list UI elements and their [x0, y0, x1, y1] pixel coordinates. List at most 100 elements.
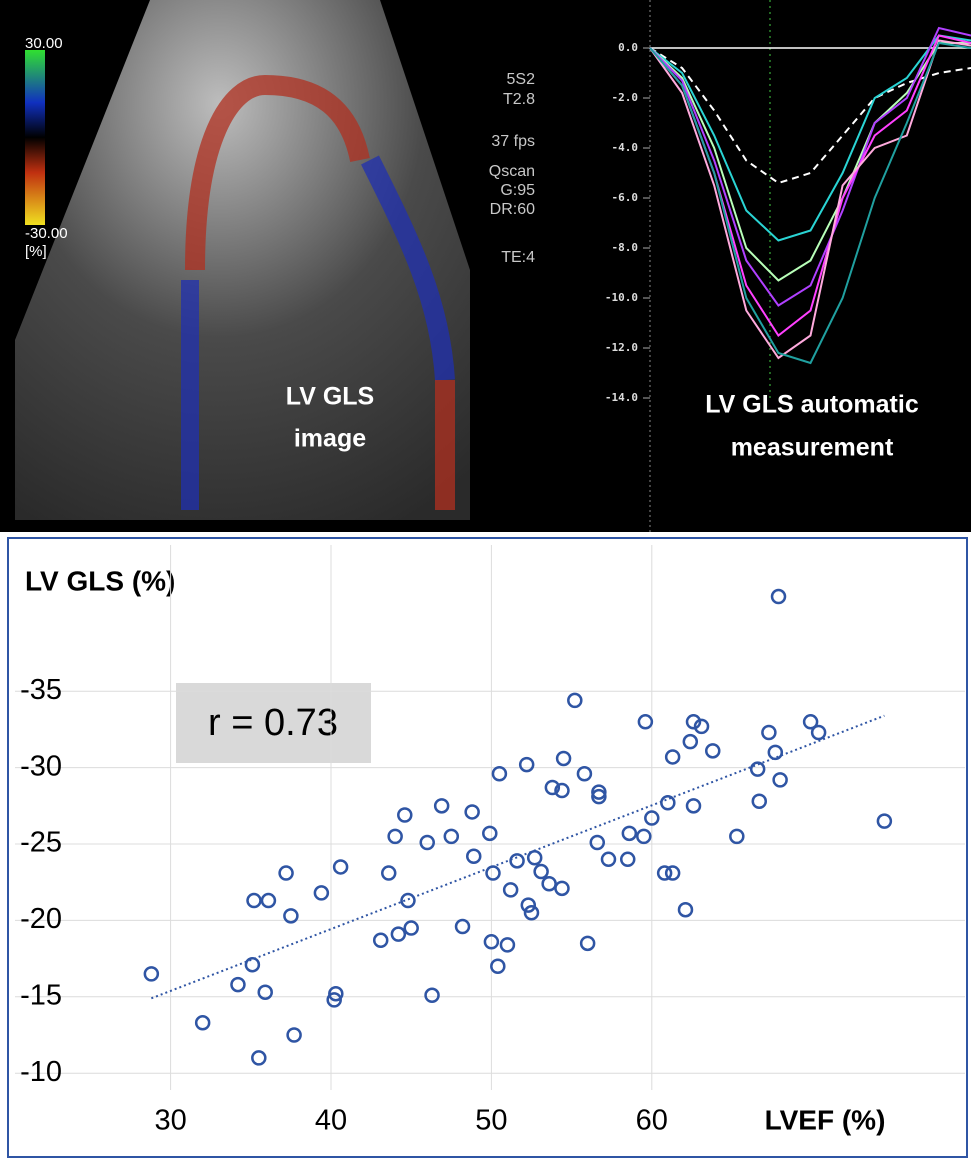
point: [490, 958, 506, 974]
point: [749, 761, 766, 777]
image-caption: LV GLS: [286, 383, 374, 411]
point: [520, 897, 537, 913]
strain-trace-blue: [361, 155, 455, 381]
point: [705, 743, 721, 759]
point: [502, 882, 519, 898]
y-tick-label: -4.0: [612, 141, 639, 154]
y-tick-label: -25: [20, 827, 62, 859]
point: [619, 851, 636, 868]
y-tick-label: -15: [20, 979, 62, 1011]
point: [591, 788, 607, 805]
strain-caption: LV GLS automatic: [705, 391, 919, 419]
strain-trace-red: [185, 74, 370, 271]
y-tick-label: -2.0: [612, 91, 639, 104]
point: [464, 804, 480, 820]
y-tick-label: -6.0: [612, 191, 639, 204]
point: [554, 782, 570, 799]
point: [567, 692, 583, 709]
point: [767, 744, 784, 761]
point: [810, 724, 827, 741]
point: [518, 756, 535, 773]
y-tick-label: -12.0: [605, 341, 638, 354]
point: [313, 885, 330, 901]
point: [257, 984, 273, 1000]
point: [499, 937, 516, 953]
point: [761, 724, 777, 741]
x-tick-label: 50: [475, 1105, 507, 1137]
point: [397, 807, 413, 823]
point: [555, 750, 572, 767]
scatter-frame: [7, 537, 968, 1158]
point: [283, 908, 299, 924]
point: [685, 798, 702, 814]
point: [246, 892, 262, 909]
point: [372, 932, 389, 949]
point: [328, 986, 344, 1002]
point: [194, 1015, 211, 1031]
point: [636, 828, 652, 845]
point: [751, 793, 768, 809]
point: [600, 851, 617, 868]
point: [380, 865, 397, 881]
x-axis-title: LVEF (%): [765, 1104, 886, 1135]
point: [143, 966, 160, 982]
point: [685, 714, 702, 730]
y-tick-label: -10.0: [605, 291, 638, 304]
point: [591, 784, 607, 800]
correlation: r = 0.73: [208, 702, 338, 744]
point: [251, 1050, 267, 1066]
point: [554, 880, 570, 897]
point: [541, 876, 557, 892]
point: [533, 863, 549, 880]
point: [483, 934, 500, 950]
x-tick-label: 30: [154, 1105, 186, 1137]
point: [772, 772, 788, 788]
point: [390, 926, 407, 942]
point: [802, 714, 819, 730]
point: [693, 718, 710, 735]
point: [656, 865, 673, 881]
x-tick-label: 60: [636, 1105, 668, 1137]
point: [523, 905, 540, 921]
point: [644, 810, 660, 826]
point: [637, 714, 654, 730]
point: [332, 859, 349, 875]
setting: T2.8: [503, 91, 535, 108]
point: [278, 865, 294, 881]
point: [326, 992, 342, 1008]
strain-caption: measurement: [731, 434, 894, 462]
y-tick-label: -10: [20, 1056, 62, 1088]
scale-max: 30.00: [25, 35, 63, 52]
point: [286, 1027, 302, 1043]
point: [664, 749, 681, 765]
point: [729, 828, 745, 845]
point: [230, 976, 246, 993]
point: [466, 848, 482, 864]
scale-min: -30.00: [25, 225, 68, 242]
point: [660, 795, 676, 811]
point: [454, 918, 471, 935]
point: [876, 813, 893, 829]
strain-curve: [649, 41, 971, 365]
point: [485, 865, 501, 881]
point: [579, 935, 596, 952]
strain-curve: [649, 26, 971, 307]
point: [424, 987, 440, 1004]
image-caption: image: [294, 425, 366, 453]
y-tick-label: -35: [20, 674, 62, 706]
point: [677, 901, 694, 918]
point: [433, 798, 450, 814]
setting: TE:4: [501, 249, 535, 266]
y-tick-label: -20: [20, 903, 62, 935]
setting: Qscan: [489, 163, 535, 180]
strain-curve: [649, 39, 971, 360]
setting: 5S2: [507, 71, 536, 88]
point: [509, 853, 525, 869]
color-bar: [25, 50, 45, 225]
setting: G:95: [500, 182, 535, 199]
annotation-box: [176, 683, 371, 763]
setting: 37 fps: [491, 133, 535, 150]
point: [244, 956, 261, 973]
point: [621, 825, 638, 842]
